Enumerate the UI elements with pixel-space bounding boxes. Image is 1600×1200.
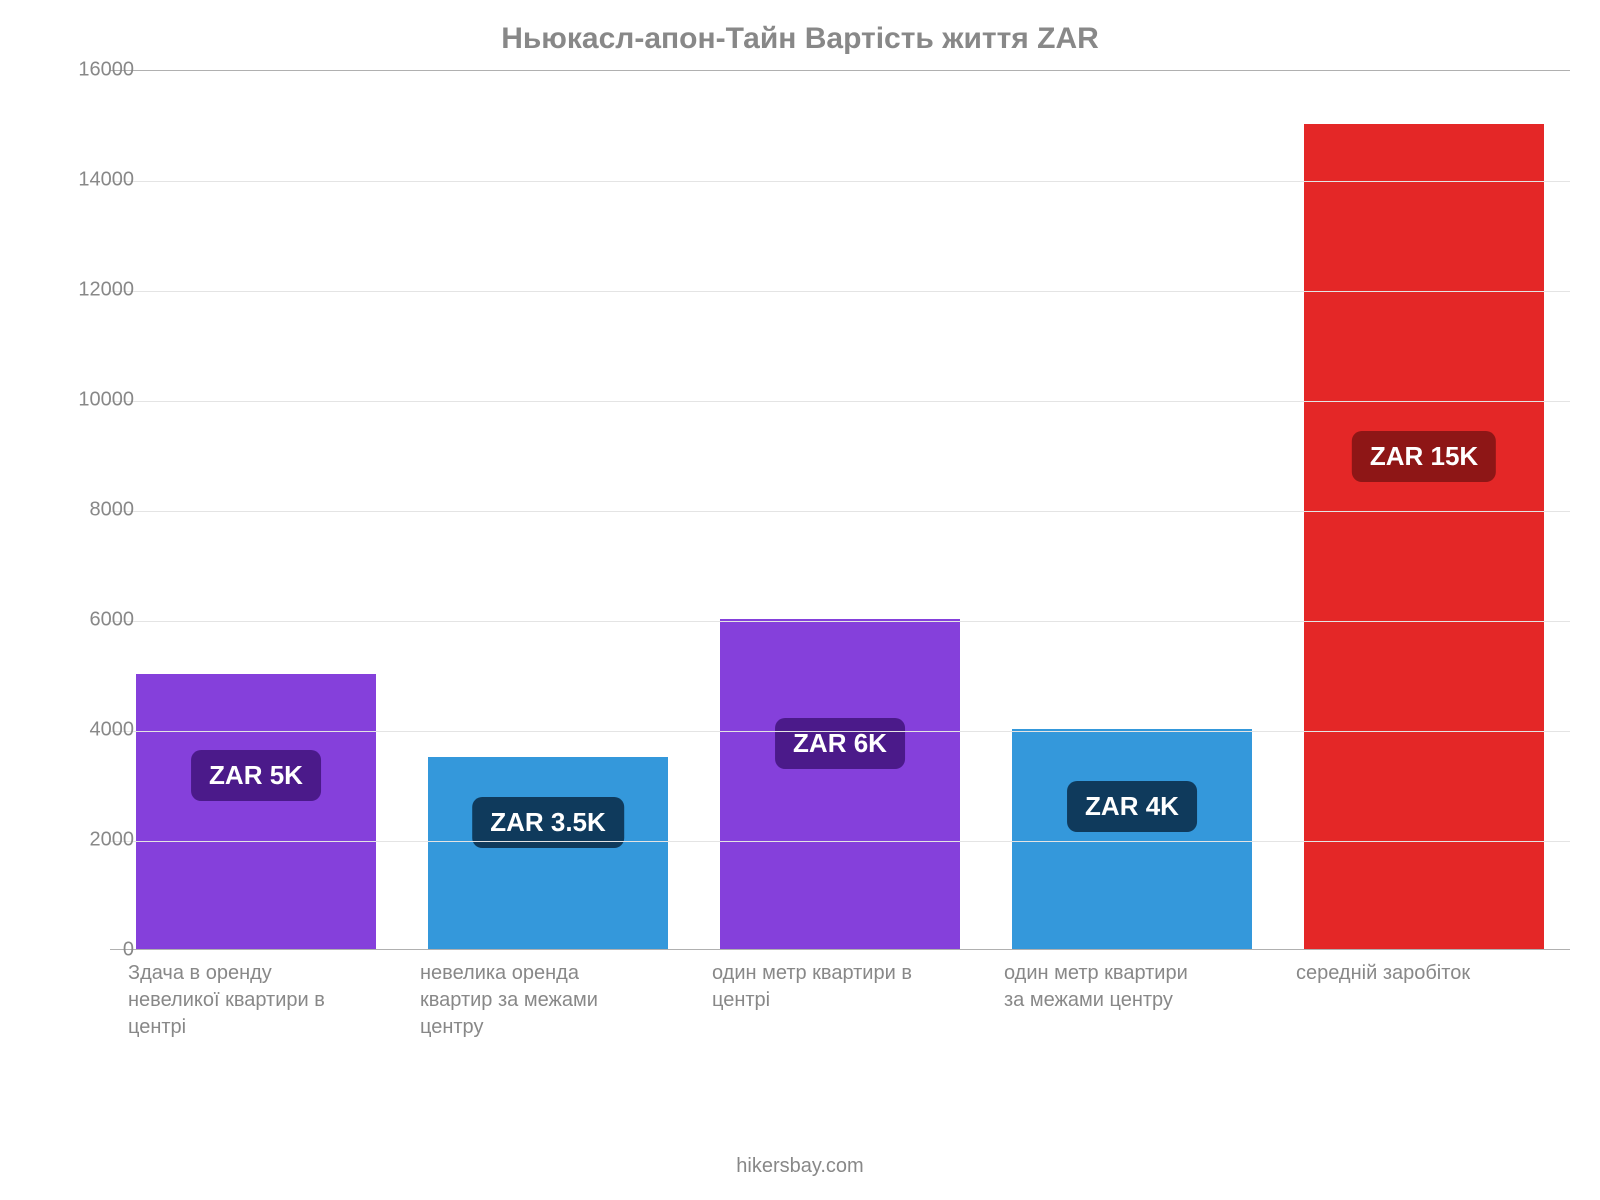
- bar-value-label: ZAR 6K: [775, 718, 905, 769]
- bar: ZAR 15K: [1304, 124, 1543, 949]
- y-tick-label: 16000: [44, 59, 134, 82]
- chart-footer: hikersbay.com: [0, 1155, 1600, 1178]
- x-tick-label: один метр квартири в центрі: [694, 960, 986, 1041]
- bar: ZAR 4K: [1012, 729, 1251, 949]
- bar: ZAR 5K: [136, 674, 375, 949]
- bars-group: ZAR 5K ZAR 3.5K ZAR 6K ZAR 4K ZAR 15K: [110, 71, 1570, 949]
- gridline: [110, 511, 1570, 512]
- x-tick-label: середній заробіток: [1278, 960, 1570, 1041]
- chart-title: Ньюкасл-апон-Тайн Вартість життя ZAR: [0, 22, 1600, 56]
- gridline: [110, 731, 1570, 732]
- y-tick-label: 4000: [44, 719, 134, 742]
- y-tick-label: 14000: [44, 169, 134, 192]
- gridline: [110, 181, 1570, 182]
- gridline: [110, 621, 1570, 622]
- bar-slot: ZAR 6K: [694, 71, 986, 949]
- x-tick-label: невелика оренда квартир за межами центру: [402, 960, 694, 1041]
- y-tick-label: 6000: [44, 609, 134, 632]
- bar: ZAR 3.5K: [428, 757, 667, 950]
- bar-value-label: ZAR 5K: [191, 750, 321, 801]
- bar-slot: ZAR 4K: [986, 71, 1278, 949]
- bar-slot: ZAR 3.5K: [402, 71, 694, 949]
- x-tick-label: Здача в оренду невеликої квартири в цент…: [110, 960, 402, 1041]
- bar-slot: ZAR 15K: [1278, 71, 1570, 949]
- y-tick-label: 0: [44, 939, 134, 962]
- x-tick-label: один метр квартири за межами центру: [986, 960, 1278, 1041]
- bar-value-label: ZAR 4K: [1067, 781, 1197, 832]
- bar-value-label: ZAR 15K: [1352, 431, 1496, 482]
- gridline: [110, 291, 1570, 292]
- y-tick-label: 12000: [44, 279, 134, 302]
- bar-slot: ZAR 5K: [110, 71, 402, 949]
- gridline: [110, 841, 1570, 842]
- y-tick-label: 8000: [44, 499, 134, 522]
- y-tick-label: 10000: [44, 389, 134, 412]
- bar: ZAR 6K: [720, 619, 959, 949]
- gridline: [110, 401, 1570, 402]
- x-axis-labels: Здача в оренду невеликої квартири в цент…: [110, 960, 1570, 1041]
- y-tick-label: 2000: [44, 829, 134, 852]
- chart-container: Ньюкасл-апон-Тайн Вартість життя ZAR ZAR…: [0, 0, 1600, 1200]
- plot-area: ZAR 5K ZAR 3.5K ZAR 6K ZAR 4K ZAR 15K: [110, 70, 1570, 950]
